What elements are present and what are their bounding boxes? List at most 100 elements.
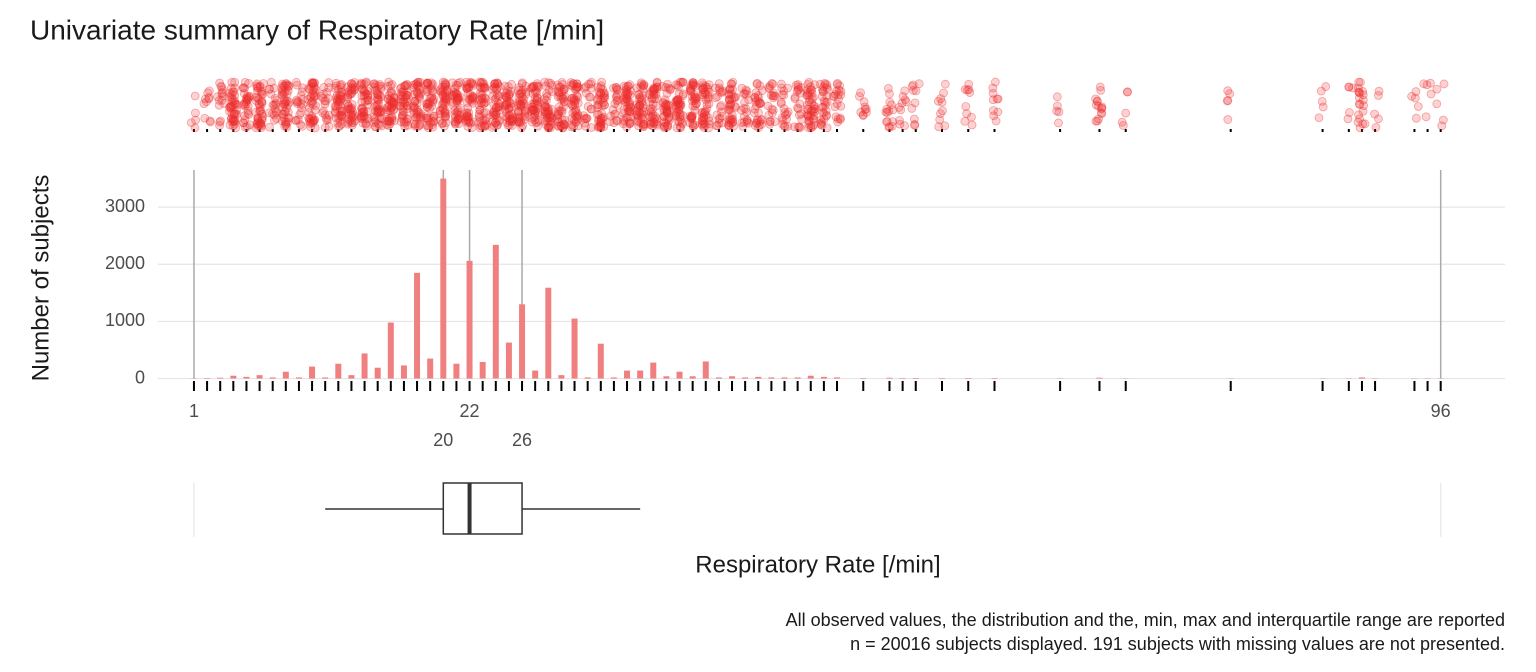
observation-point: [400, 81, 410, 90]
observation-point: [403, 90, 412, 100]
observation-point: [356, 80, 366, 90]
observation-point: [493, 120, 503, 130]
observation-point: [532, 95, 541, 105]
observation-point: [264, 108, 274, 118]
observation-point: [401, 94, 411, 104]
observation-point: [544, 110, 554, 119]
observation-point: [305, 117, 315, 127]
observation-point: [489, 100, 499, 110]
observation-point: [387, 112, 397, 122]
observation-point: [397, 110, 407, 120]
observation-point: [284, 81, 294, 91]
observation-point: [384, 77, 394, 87]
bar: [532, 370, 539, 379]
observation-point: [727, 110, 737, 120]
observation-point: [518, 120, 528, 130]
observation-point: [428, 79, 438, 89]
observation-point: [454, 93, 463, 103]
observation-point: [252, 81, 262, 91]
observation-point: [505, 120, 514, 130]
observation-point: [427, 101, 436, 111]
observation-point: [376, 107, 386, 117]
observation-point: [514, 93, 524, 103]
observation-point: [481, 97, 491, 107]
observation-point: [320, 99, 330, 109]
observation-point: [514, 83, 524, 92]
observation-point: [242, 93, 252, 103]
observation-point: [516, 100, 526, 110]
observation-point: [521, 112, 531, 122]
observation-point: [190, 123, 200, 133]
observation-point: [487, 122, 497, 132]
observation-point: [467, 96, 476, 106]
observation-point: [514, 107, 524, 117]
observation-point: [283, 117, 293, 127]
observation-point: [321, 96, 331, 106]
observation-point: [374, 104, 384, 114]
observation-point: [309, 83, 319, 93]
observation-point: [343, 114, 353, 124]
observation-point: [415, 113, 425, 122]
observation-point: [343, 87, 353, 97]
observation-point: [831, 112, 841, 122]
observation-point: [504, 116, 514, 126]
observation-point: [230, 119, 239, 129]
observation-point: [320, 123, 330, 132]
observation-point: [398, 97, 408, 107]
observation-point: [408, 101, 418, 111]
observation-point: [440, 99, 450, 109]
observation-point: [428, 86, 437, 95]
observation-point: [513, 86, 523, 95]
observation-point: [335, 99, 344, 109]
observation-point: [291, 116, 301, 126]
observation-point: [468, 91, 478, 101]
observation-point: [489, 121, 499, 130]
observation-point: [343, 101, 353, 111]
observation-point: [282, 89, 292, 99]
observation-point: [384, 121, 393, 130]
observation-point: [229, 109, 239, 119]
observation-point: [258, 79, 268, 88]
observation-point: [357, 97, 367, 107]
observation-point: [323, 115, 333, 124]
observation-point: [530, 115, 540, 125]
bar: [348, 375, 355, 379]
observation-point: [571, 117, 581, 127]
bar: [715, 377, 722, 379]
observation-point: [323, 93, 333, 103]
observation-point: [388, 97, 398, 107]
observation-point: [242, 122, 252, 132]
observation-point: [818, 86, 828, 96]
observation-point: [742, 86, 752, 96]
observation-point: [461, 112, 471, 121]
observation-point: [621, 86, 631, 96]
observation-point: [278, 85, 287, 95]
observation-point: [476, 121, 486, 131]
observation-point: [359, 111, 369, 121]
observation-point: [475, 88, 485, 98]
bar: [755, 376, 762, 379]
observation-point: [477, 98, 486, 107]
observation-point: [310, 105, 320, 115]
observation-point: [292, 95, 301, 105]
observation-point: [1374, 114, 1383, 124]
observation-point: [374, 120, 384, 130]
observation-point: [455, 111, 465, 120]
observation-point: [1052, 92, 1062, 102]
observation-point: [415, 121, 425, 130]
observation-point: [504, 104, 513, 114]
observation-point: [279, 99, 288, 109]
observation-point: [399, 116, 409, 126]
observation-point: [374, 99, 384, 109]
observation-point: [310, 92, 320, 101]
observation-point: [245, 120, 255, 130]
observation-point: [507, 109, 517, 119]
observation-point: [307, 111, 317, 121]
observation-point: [230, 100, 240, 109]
observation-point: [517, 123, 527, 133]
observation-point: [387, 97, 397, 107]
observation-point: [453, 107, 463, 117]
observation-point: [698, 84, 708, 94]
observation-point: [228, 114, 238, 124]
observation-point: [491, 93, 501, 103]
